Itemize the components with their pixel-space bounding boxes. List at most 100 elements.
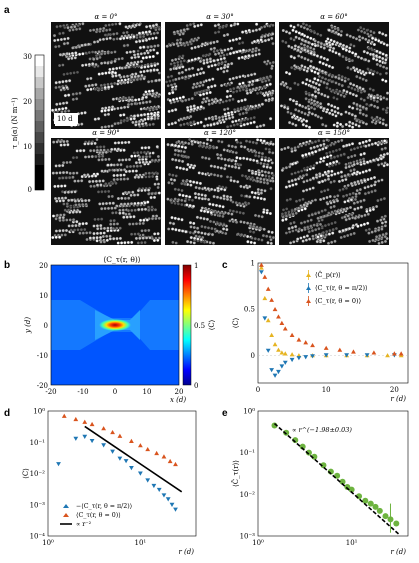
particle: [243, 233, 247, 237]
particle: [269, 186, 273, 191]
x-tick-label: 10¹: [135, 539, 147, 547]
particle: [384, 58, 388, 62]
particle: [169, 177, 173, 182]
particle: [328, 87, 332, 91]
particle: [219, 153, 223, 157]
particle: [299, 144, 304, 148]
particle: [306, 40, 311, 45]
particle: [210, 226, 214, 231]
particle: [99, 148, 103, 152]
particle: [340, 83, 344, 88]
particle: [328, 111, 332, 115]
particle: [355, 74, 359, 79]
particle: [307, 213, 311, 218]
particle: [99, 52, 104, 56]
particle: [381, 52, 385, 56]
particle: [148, 160, 152, 164]
b-ylabel: y (d): [24, 317, 32, 334]
x-axis-label: r (d): [390, 395, 406, 403]
particle: [215, 210, 219, 215]
particle: [83, 43, 87, 47]
particle: [370, 189, 374, 194]
particle: [317, 138, 321, 143]
particle: [325, 42, 329, 46]
particle: [139, 201, 144, 205]
particle: [70, 56, 74, 60]
particle: [224, 83, 229, 88]
particle: [217, 26, 222, 30]
particle: [371, 56, 376, 61]
particle: [311, 186, 315, 190]
particle: [61, 170, 66, 175]
b-ytick: 0: [44, 322, 48, 330]
particle: [373, 180, 378, 184]
particle: [257, 151, 261, 155]
particle: [213, 24, 217, 28]
particle: [248, 195, 252, 199]
particle: [144, 55, 149, 60]
particle: [358, 85, 362, 90]
particle: [255, 91, 260, 96]
particle: [149, 195, 153, 200]
particle: [128, 35, 133, 39]
particle: [358, 76, 362, 80]
particle: [248, 177, 253, 181]
particle: [106, 85, 111, 89]
particle: [314, 81, 318, 86]
particle: [92, 224, 96, 228]
particle: [157, 71, 161, 75]
particle: [336, 194, 340, 198]
particle: [139, 113, 143, 117]
particle: [289, 24, 293, 28]
particle: [320, 92, 324, 96]
particle: [126, 61, 130, 66]
particle: [120, 96, 125, 101]
particle: [136, 193, 140, 197]
particle: [245, 117, 250, 121]
b-ytick: -10: [37, 352, 48, 360]
particle: [260, 157, 264, 162]
particle: [78, 91, 82, 95]
particle: [339, 208, 343, 213]
data-point: [303, 355, 309, 360]
particle: [290, 209, 294, 213]
particle: [133, 154, 137, 158]
particle: [153, 191, 158, 196]
particle: [375, 219, 380, 223]
particle: [178, 166, 182, 170]
particle: [171, 240, 175, 244]
particle: [308, 178, 313, 182]
particle: [254, 53, 258, 57]
particle: [168, 79, 172, 83]
y-tick-label: 0.5: [244, 306, 255, 314]
particle: [377, 179, 381, 183]
particle: [385, 91, 390, 95]
particle: [258, 226, 262, 230]
particle: [360, 214, 364, 218]
particle: [87, 179, 92, 184]
particle: [239, 106, 243, 110]
particle: [252, 149, 257, 153]
particle: [262, 210, 266, 214]
particle: [222, 166, 227, 171]
particle: [51, 171, 55, 175]
particle: [246, 104, 250, 108]
particle: [62, 52, 66, 56]
particle: [311, 234, 315, 238]
particle: [129, 61, 134, 65]
particle: [243, 145, 247, 149]
particle: [299, 221, 304, 225]
particle: [210, 98, 214, 102]
particle: [147, 89, 151, 93]
particle: [313, 198, 318, 202]
particle: [332, 95, 336, 100]
particle: [384, 79, 388, 83]
particle: [107, 32, 111, 37]
particle: [257, 154, 261, 158]
particle: [384, 231, 388, 236]
particle: [118, 208, 122, 212]
particle: [134, 40, 139, 44]
particle: [115, 37, 119, 41]
particle: [66, 26, 70, 30]
particle: [139, 240, 144, 245]
